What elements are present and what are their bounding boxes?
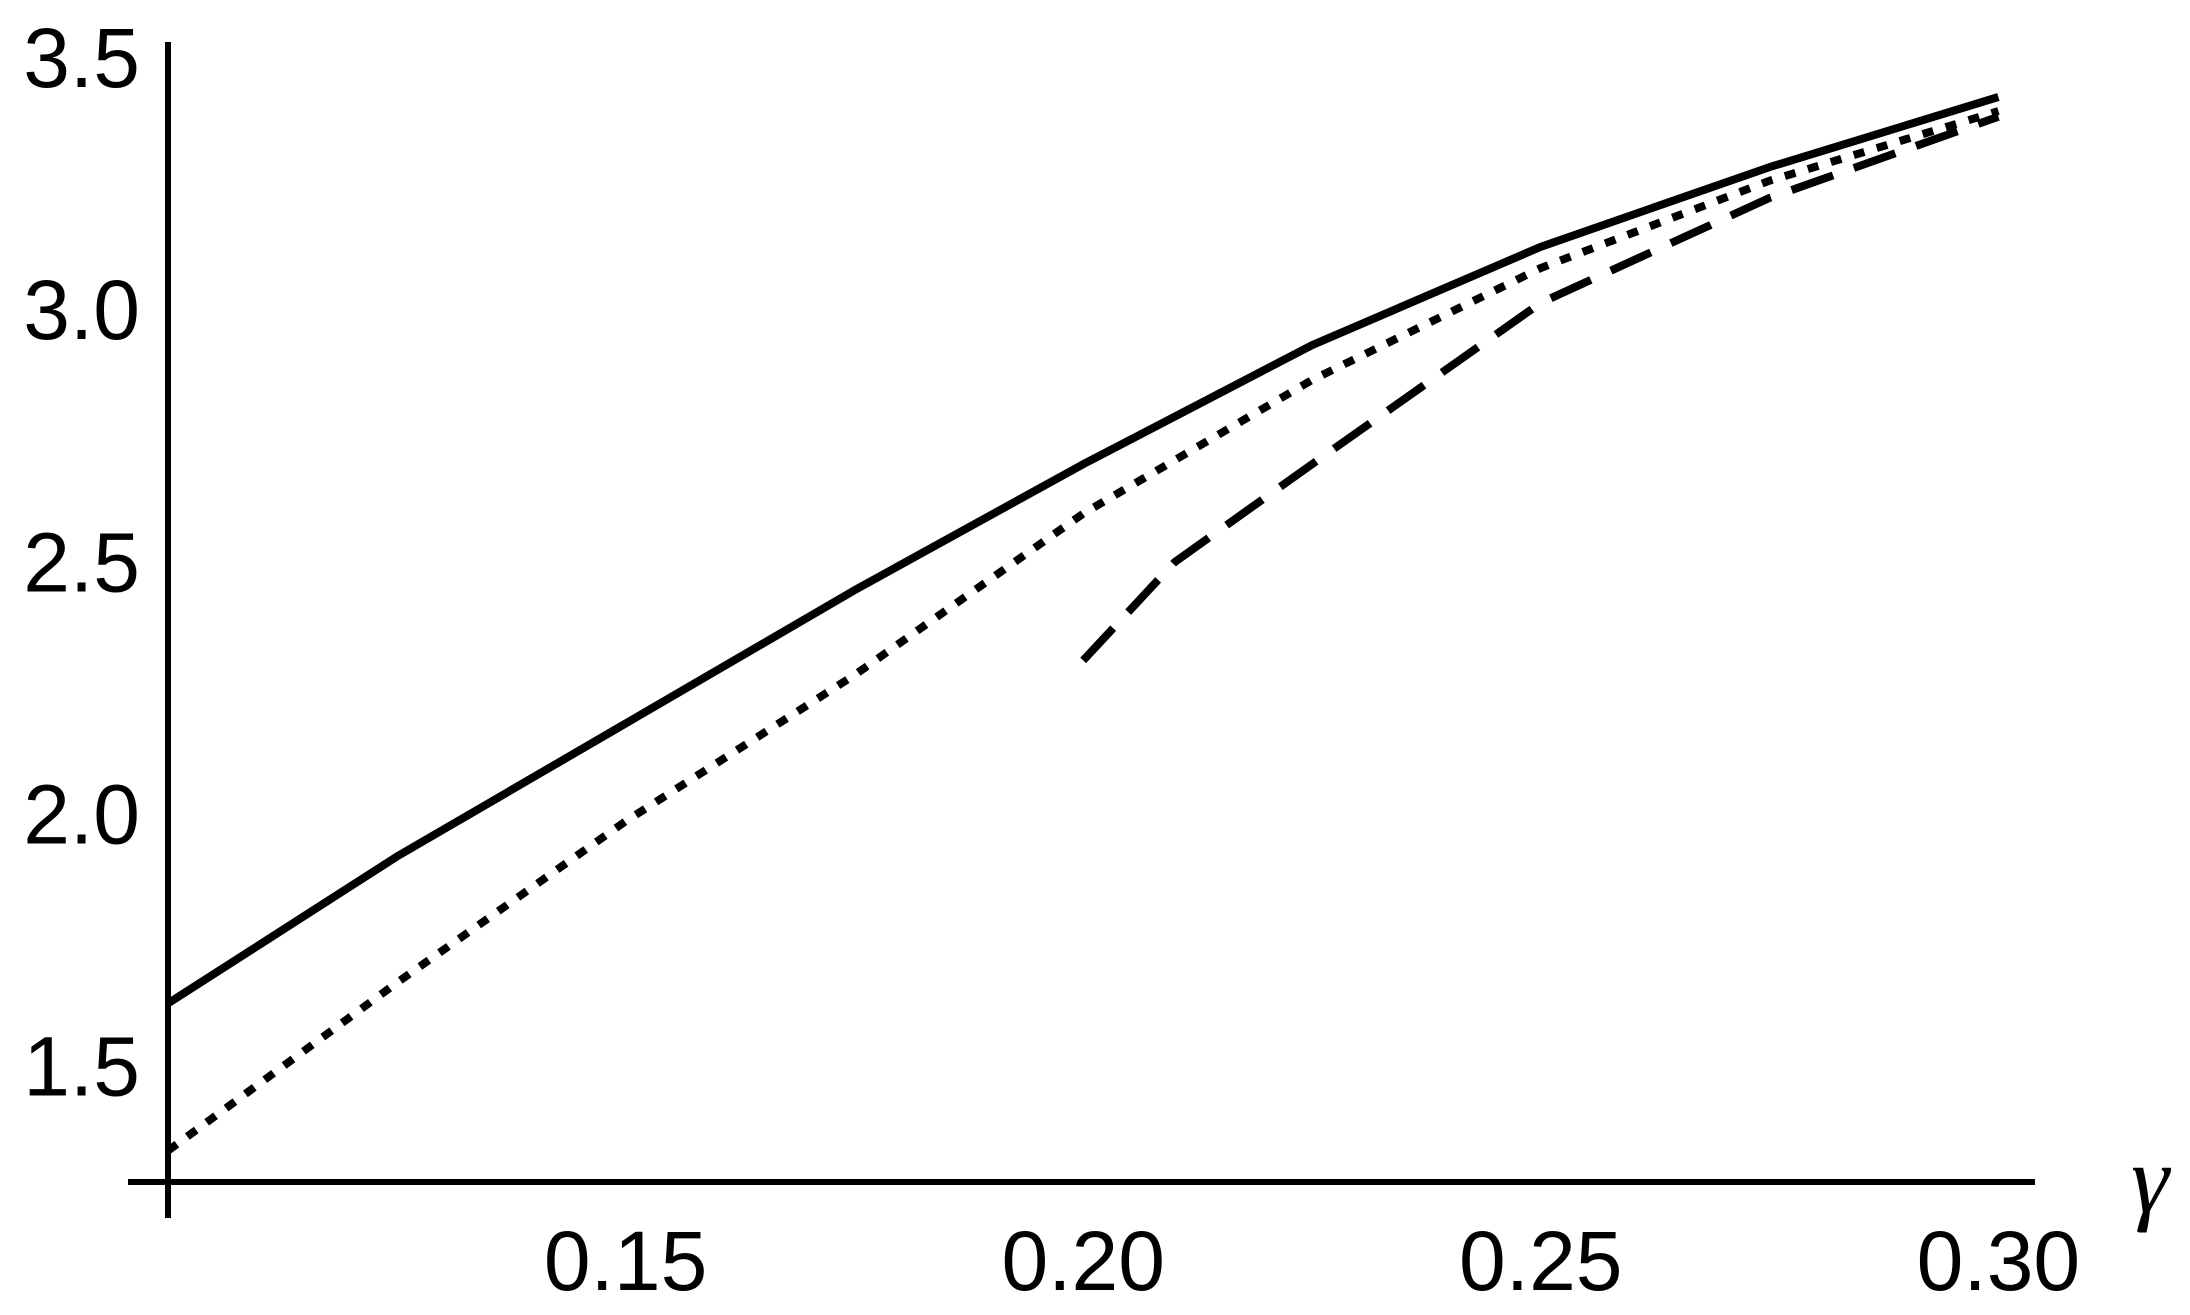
y-tick-label: 2.5: [23, 515, 140, 609]
series-line: [165, 93, 2000, 1007]
y-tick-label: 3.0: [23, 263, 140, 357]
x-tick-label: 0.20: [1001, 1214, 1165, 1308]
x-axis-label: γ: [2131, 1126, 2171, 1233]
series-line: [165, 107, 2000, 1154]
y-tick-label: 1.5: [23, 1020, 140, 1114]
x-tick-label: 0.15: [544, 1214, 708, 1308]
y-tick-label: 2.0: [23, 768, 140, 862]
series-line: [1080, 112, 2000, 664]
x-tick-label: 0.30: [1917, 1214, 2081, 1308]
y-tick-label: 3.5: [23, 11, 140, 105]
x-tick-label: 0.25: [1459, 1214, 1623, 1308]
